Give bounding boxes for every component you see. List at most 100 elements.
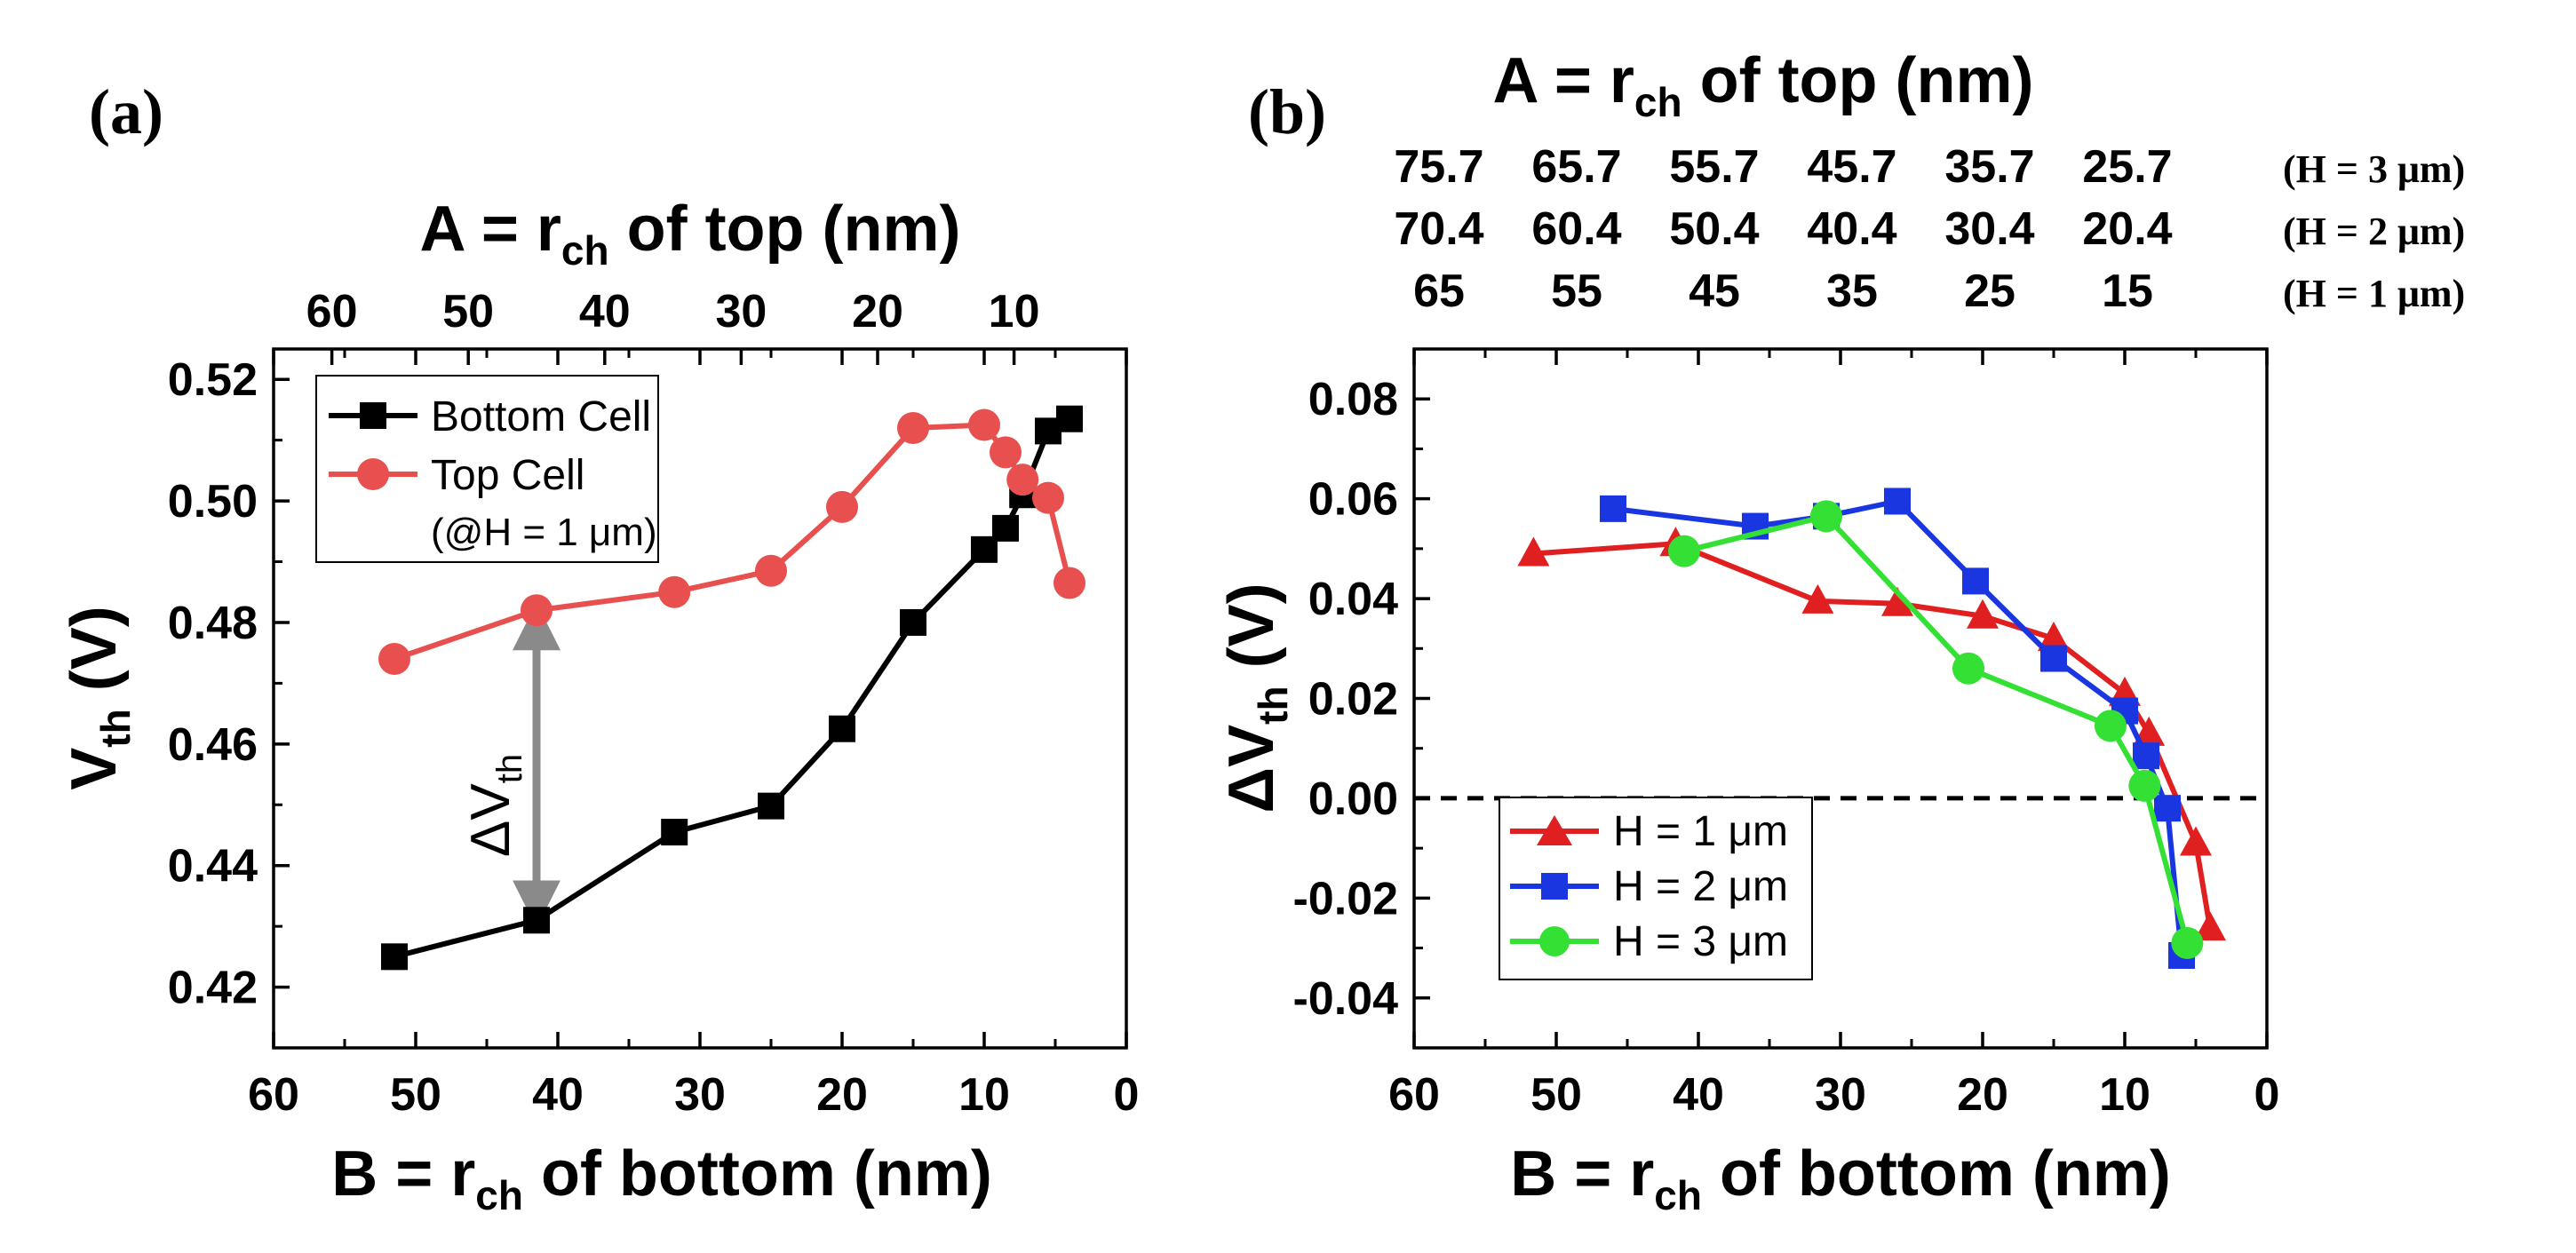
legend-top-cell-marker xyxy=(357,458,389,490)
panel-b-point-h-1-m xyxy=(2194,911,2226,941)
panel-b-y-axis-label: ΔVth (V) xyxy=(1216,583,1296,813)
panel-a-point-top-cell xyxy=(826,490,858,523)
panel-b-y-tick-label: -0.02 xyxy=(1292,873,1398,924)
panel-b-top-tick-label: 65 xyxy=(1413,266,1465,317)
panel-b-point-h-3-m xyxy=(2128,769,2161,802)
panel-b-x-tick-label: 50 xyxy=(1530,1069,1582,1121)
panel-b-top-tick-rows: 75.7 65.7 55.7 45.7 35.7 25.7 (H = 3 μm) 70.4 60… xyxy=(1394,141,2465,317)
panel-b-top-tick-label: 65.7 xyxy=(1531,141,1621,193)
panel-b-top-axis-title: A = rch of top (nm) xyxy=(1493,45,2034,125)
panel-a-top-ticks: 60 50 40 30 20 10 xyxy=(306,286,1040,365)
panel-b-x-tick-label: 40 xyxy=(1673,1069,1724,1121)
panel-a-point-top-cell xyxy=(1053,567,1085,599)
panel-b-point-h-2-m xyxy=(2040,645,2067,672)
legend-h1-marker xyxy=(1537,815,1572,845)
panel-a-point-top-cell xyxy=(755,554,787,587)
panel-b-y-tick-label: 0.08 xyxy=(1308,374,1398,425)
panel-b-point-h-3-m xyxy=(2171,926,2204,959)
panel-b-point-h-1-m xyxy=(1801,583,1834,614)
panel-b-row-height-label: (H = 3 μm) xyxy=(2283,147,2465,191)
panel-b-x-tick-label: 30 xyxy=(1815,1069,1866,1121)
panel-a-point-bottom-cell xyxy=(900,608,926,636)
panel-a: (a) A = rch of top (nm) 60 50 40 30 20 10 0.4… xyxy=(59,76,1139,1218)
legend-bottom-cell-label: Bottom Cell xyxy=(431,393,651,440)
legend-bottom-cell-marker xyxy=(360,402,386,429)
panel-a-point-bottom-cell xyxy=(661,819,688,846)
panel-b-x-axis-label: B = rch of bottom (nm) xyxy=(1510,1138,2171,1218)
panel-a-point-top-cell xyxy=(378,643,410,676)
legend-h2-label: H = 2 μm xyxy=(1613,863,1788,910)
panel-b-series-line-h-3-m xyxy=(1683,513,2190,944)
panel-b-x-tick-label: 10 xyxy=(2099,1069,2151,1121)
panel-a-point-top-cell xyxy=(968,408,1000,441)
panel-a-label: (a) xyxy=(89,76,163,147)
panel-b-point-h-2-m xyxy=(2154,795,2181,822)
panel-b-point-h-2-m xyxy=(1600,495,1626,522)
panel-b-point-h-1-m xyxy=(2180,826,2212,856)
panel-b-x-tick-label: 0 xyxy=(2254,1069,2280,1121)
panel-b-top-tick-label: 35 xyxy=(1826,266,1878,317)
panel-b-top-tick-label: 50.4 xyxy=(1669,203,1759,255)
panel-a-point-bottom-cell xyxy=(758,792,784,820)
legend-h1-label: H = 1 μm xyxy=(1613,808,1788,855)
panel-b-row-height-label: (H = 2 μm) xyxy=(2283,210,2465,253)
panel-b-point-h-2-m xyxy=(1884,488,1911,515)
panel-b-top-tick-label: 25.7 xyxy=(2082,141,2172,193)
panel-b-point-h-1-m xyxy=(1881,586,1913,616)
panel-a-point-top-cell xyxy=(521,594,553,627)
panel-a-top-tick-label: 20 xyxy=(852,286,903,337)
panel-a-point-top-cell xyxy=(990,436,1022,469)
panel-a-point-bottom-cell xyxy=(1056,405,1083,432)
panel-b-point-h-3-m xyxy=(1952,652,1984,685)
panel-b-row-height-label: (H = 1 μm) xyxy=(2283,272,2465,315)
legend-h3-label: H = 3 μm xyxy=(1613,918,1788,965)
panel-b-top-tick-label: 45.7 xyxy=(1807,141,1896,193)
panel-a-y-tick-label: 0.44 xyxy=(168,841,258,892)
panel-a-top-tick-label: 10 xyxy=(989,286,1040,337)
panel-a-point-top-cell xyxy=(658,575,691,608)
panel-b-y-tick-label: 0.06 xyxy=(1308,474,1398,526)
panel-b-top-tick-label: 75.7 xyxy=(1394,141,1483,193)
panel-b-top-tick-label: 45 xyxy=(1689,266,1740,317)
panel-a-point-top-cell xyxy=(897,411,929,444)
panel-a-x-tick-label: 10 xyxy=(958,1069,1010,1121)
panel-a-point-top-cell xyxy=(1032,481,1064,514)
panel-a-series xyxy=(378,405,1085,971)
panel-b: (b) A = rch of top (nm) 75.7 65.7 55.7 45.7… xyxy=(1216,45,2465,1218)
panel-b-top-tick-label: 35.7 xyxy=(1944,141,2034,193)
panel-b-point-h-1-m xyxy=(1517,536,1550,567)
panel-a-point-bottom-cell xyxy=(829,715,855,742)
panel-a-top-tick-label: 60 xyxy=(306,286,358,337)
panel-b-top-tick-label: 20.4 xyxy=(2082,203,2172,255)
panel-b-axes: -0.04 -0.02 0.00 0.02 0.04 0.06 0.08 60 50 40 30 20… xyxy=(1292,349,2279,1121)
legend-h2-marker xyxy=(1541,873,1568,900)
legend-h3-marker xyxy=(1539,926,1570,956)
panel-a-x-tick-label: 20 xyxy=(816,1069,868,1121)
panel-a-top-tick-label: 40 xyxy=(579,286,631,337)
panel-a-x-tick-label: 60 xyxy=(248,1069,299,1121)
panel-b-x-tick-label: 20 xyxy=(1957,1069,2008,1121)
panel-a-point-bottom-cell xyxy=(381,943,408,971)
panel-a-legend: Bottom Cell Top Cell (@H = 1 μm) xyxy=(315,375,659,563)
panel-a-x-tick-label: 50 xyxy=(390,1069,441,1121)
panel-b-series-line-h-1-m xyxy=(1533,541,2213,929)
legend-top-cell-label: Top Cell xyxy=(431,452,584,499)
panel-b-point-h-1-m xyxy=(2038,622,2070,652)
panel-b-point-h-3-m xyxy=(2095,710,2127,742)
panel-b-point-h-3-m xyxy=(1810,500,1842,533)
panel-b-top-tick-label: 55 xyxy=(1551,266,1602,317)
panel-a-top-axis-title: A = rch of top (nm) xyxy=(420,194,961,274)
panel-b-top-tick-label: 25 xyxy=(1964,266,2015,317)
panel-b-point-h-3-m xyxy=(1668,535,1700,567)
panel-b-top-tick-label: 30.4 xyxy=(1944,203,2034,255)
panel-b-y-tick-label: -0.04 xyxy=(1292,973,1398,1025)
panel-b-point-h-1-m xyxy=(1967,599,1999,629)
panel-b-legend: H = 1 μm H = 2 μm H = 3 μm xyxy=(1499,797,1813,980)
panel-b-point-h-2-m xyxy=(2133,742,2159,770)
panel-b-y-tick-label: 0.00 xyxy=(1308,773,1398,825)
panel-a-point-bottom-cell xyxy=(992,514,1019,542)
panel-a-y-axis-label: Vth (V) xyxy=(59,606,139,789)
panel-a-x-axis-label: B = rch of bottom (nm) xyxy=(331,1138,992,1218)
panel-b-top-tick-label: 15 xyxy=(2102,266,2153,317)
panel-a-point-top-cell xyxy=(1006,464,1039,496)
